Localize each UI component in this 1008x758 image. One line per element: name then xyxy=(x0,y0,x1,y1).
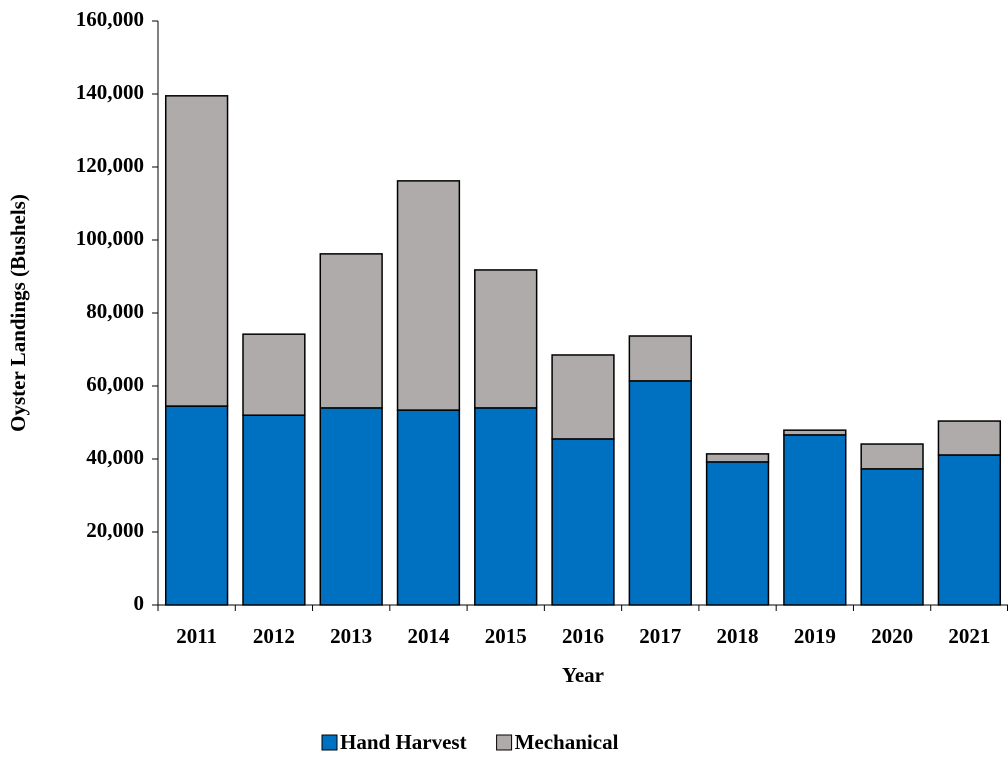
y-axis-title: Oyster Landings (Bushels) xyxy=(6,194,30,432)
x-tick-label: 2020 xyxy=(871,624,913,648)
bar-segment xyxy=(164,95,229,407)
bar-segment xyxy=(396,409,461,606)
x-tick-label: 2012 xyxy=(253,624,295,648)
y-tick-label: 40,000 xyxy=(86,445,144,469)
bar-segment xyxy=(937,420,1002,456)
bar-segment xyxy=(628,380,692,606)
x-tick-label: 2015 xyxy=(485,624,527,648)
y-tick-label: 160,000 xyxy=(76,7,144,31)
legend-swatch xyxy=(496,734,513,751)
x-tick-label: 2019 xyxy=(794,624,836,648)
y-tick-label: 60,000 xyxy=(86,372,144,396)
y-tick-label: 0 xyxy=(134,591,145,615)
bar-segment xyxy=(242,414,306,606)
bar-segment xyxy=(551,354,615,440)
bar-segment xyxy=(705,461,770,606)
y-tick-label: 80,000 xyxy=(86,299,144,323)
x-tick-label: 2021 xyxy=(948,624,990,648)
bar-segment xyxy=(164,405,229,606)
x-tick-label: 2013 xyxy=(330,624,372,648)
bar-segment xyxy=(474,407,538,606)
bar-segment xyxy=(319,407,383,606)
y-tick-label: 140,000 xyxy=(76,80,144,104)
bar-segment xyxy=(628,335,692,382)
bar-segment xyxy=(474,269,538,409)
x-tick-label: 2011 xyxy=(176,624,217,648)
bar-segment xyxy=(319,253,383,409)
y-tick-label: 100,000 xyxy=(76,226,144,250)
legend-swatch xyxy=(321,734,338,751)
x-tick-label: 2018 xyxy=(717,624,759,648)
y-tick-label: 20,000 xyxy=(86,518,144,542)
bar-segment xyxy=(242,333,306,416)
bar-segment xyxy=(396,180,461,411)
bar-segment xyxy=(551,438,615,606)
legend-label: Hand Harvest xyxy=(340,730,467,754)
x-tick-label: 2014 xyxy=(407,624,450,648)
bar-segment xyxy=(937,454,1002,606)
bar-segment xyxy=(783,434,847,606)
y-tick-label: 120,000 xyxy=(76,153,144,177)
legend-label: Mechanical xyxy=(515,730,619,754)
bar-segment xyxy=(860,443,924,470)
x-tick-label: 2016 xyxy=(562,624,604,648)
bar-segment xyxy=(783,429,847,436)
bar-segment xyxy=(705,453,770,463)
x-axis-title: Year xyxy=(562,663,604,687)
x-tick-label: 2017 xyxy=(639,624,681,648)
bar-segment xyxy=(860,468,924,606)
